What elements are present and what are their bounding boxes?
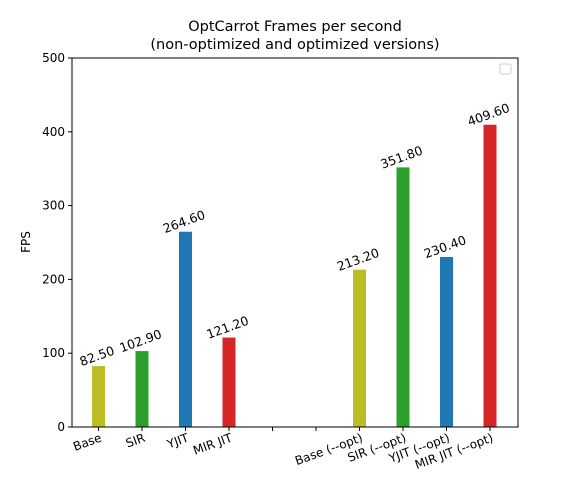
y-tick-label: 500: [42, 51, 65, 65]
x-tick-label: SIR: [124, 431, 147, 451]
x-tick-label: YJIT: [164, 430, 191, 451]
data-label: 409.60: [465, 100, 511, 129]
y-tick-label: 100: [42, 346, 65, 360]
data-label: 351.80: [378, 143, 424, 172]
legend-box: [499, 63, 512, 75]
x-tick-label: Base: [71, 431, 103, 454]
y-axis: 0 100 200 300 400 500: [42, 51, 72, 434]
bar: [135, 351, 149, 427]
bar: [353, 269, 366, 427]
x-tick-label: MIR JIT: [191, 430, 234, 457]
data-label: 82.50: [78, 343, 117, 369]
bar: [92, 366, 105, 427]
y-axis-label: FPS: [19, 231, 33, 253]
y-tick-label: 400: [42, 125, 65, 139]
bars: [92, 124, 497, 428]
bar: [222, 337, 236, 427]
data-label: 102.90: [117, 326, 163, 355]
data-label: 213.20: [335, 245, 381, 274]
bar: [179, 231, 192, 427]
bar: [396, 167, 410, 428]
y-tick-label: 200: [42, 272, 65, 286]
bar: [483, 124, 497, 427]
data-label: 121.20: [204, 313, 250, 342]
data-label: 230.40: [422, 232, 468, 261]
chart-title: OptCarrot Frames per second: [188, 19, 402, 35]
chart-subtitle: (non-optimized and optimized versions): [150, 37, 439, 53]
y-tick-label: 0: [57, 420, 65, 434]
x-axis: Base SIR YJIT MIR JIT Base (--opt)SIR (--opt…: [71, 427, 495, 472]
bar: [440, 256, 453, 427]
y-tick-label: 300: [42, 199, 65, 213]
plot-frame: [71, 57, 519, 428]
data-label: 264.60: [161, 207, 207, 236]
